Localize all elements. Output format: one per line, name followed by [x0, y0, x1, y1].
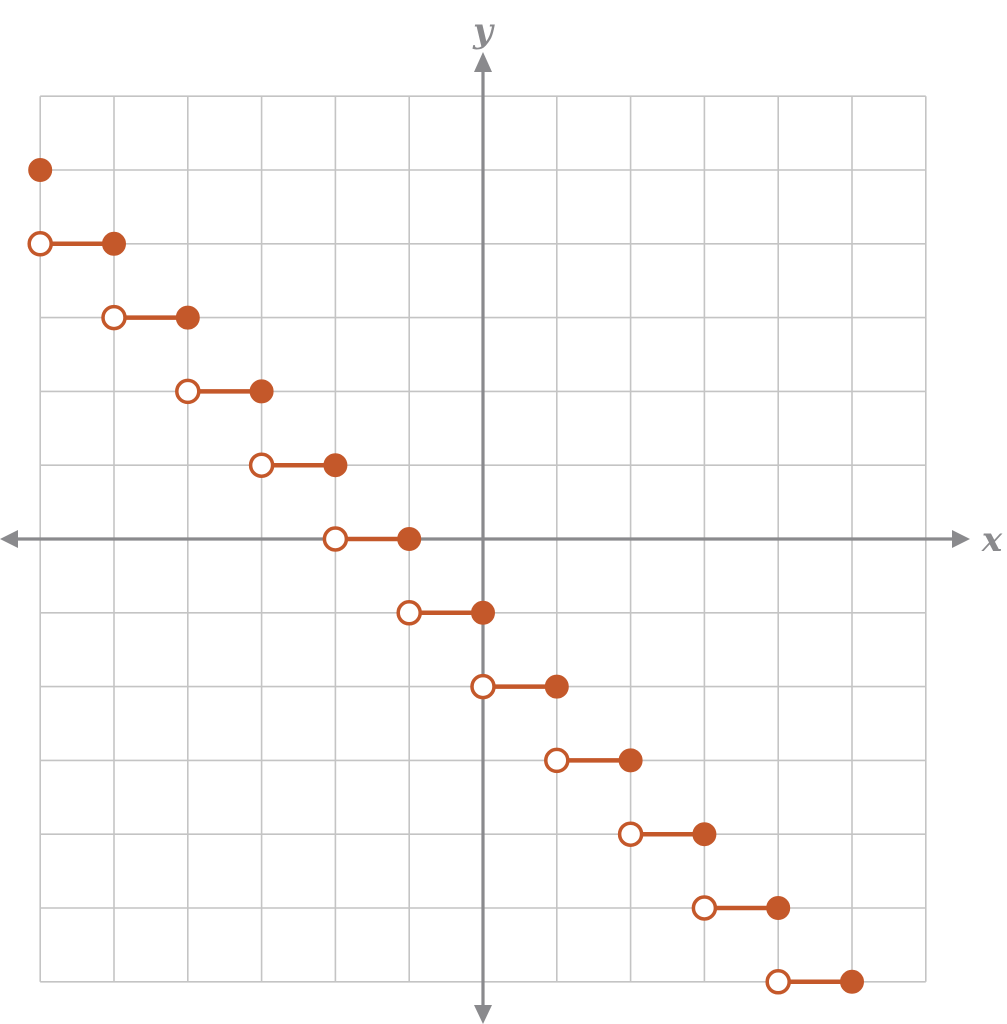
- open-endpoint: [248, 452, 275, 478]
- closed-endpoint: [544, 674, 569, 699]
- closed-endpoint: [249, 379, 274, 404]
- open-endpoint: [101, 304, 127, 331]
- closed-endpoint: [323, 453, 348, 478]
- x-axis-label: x: [981, 520, 1003, 560]
- y-axis-arrow-down: [474, 1005, 492, 1024]
- open-endpoint: [322, 526, 349, 552]
- closed-endpoint: [618, 748, 643, 773]
- step-series: [27, 158, 864, 995]
- open-endpoint: [617, 821, 644, 847]
- closed-endpoint: [692, 822, 717, 847]
- x-axis-arrow-right: [952, 530, 970, 548]
- closed-endpoint: [471, 600, 495, 625]
- closed-endpoint: [840, 969, 864, 994]
- x-axis-arrow-left: [0, 530, 18, 548]
- open-endpoint: [765, 969, 791, 995]
- closed-endpoint: [397, 527, 422, 551]
- open-endpoint: [175, 378, 201, 405]
- y-axis-label: y: [472, 11, 495, 51]
- open-endpoint: [691, 895, 718, 921]
- y-axis-arrow-up: [474, 52, 492, 72]
- closed-endpoint: [102, 231, 126, 256]
- open-endpoint: [470, 673, 496, 700]
- closed-endpoint: [766, 896, 791, 920]
- axes: x y: [0, 11, 1003, 1024]
- closed-endpoint: [28, 158, 53, 182]
- open-endpoint: [27, 231, 53, 257]
- closed-endpoint: [175, 305, 200, 330]
- open-endpoint: [544, 747, 570, 774]
- open-endpoint: [396, 600, 422, 626]
